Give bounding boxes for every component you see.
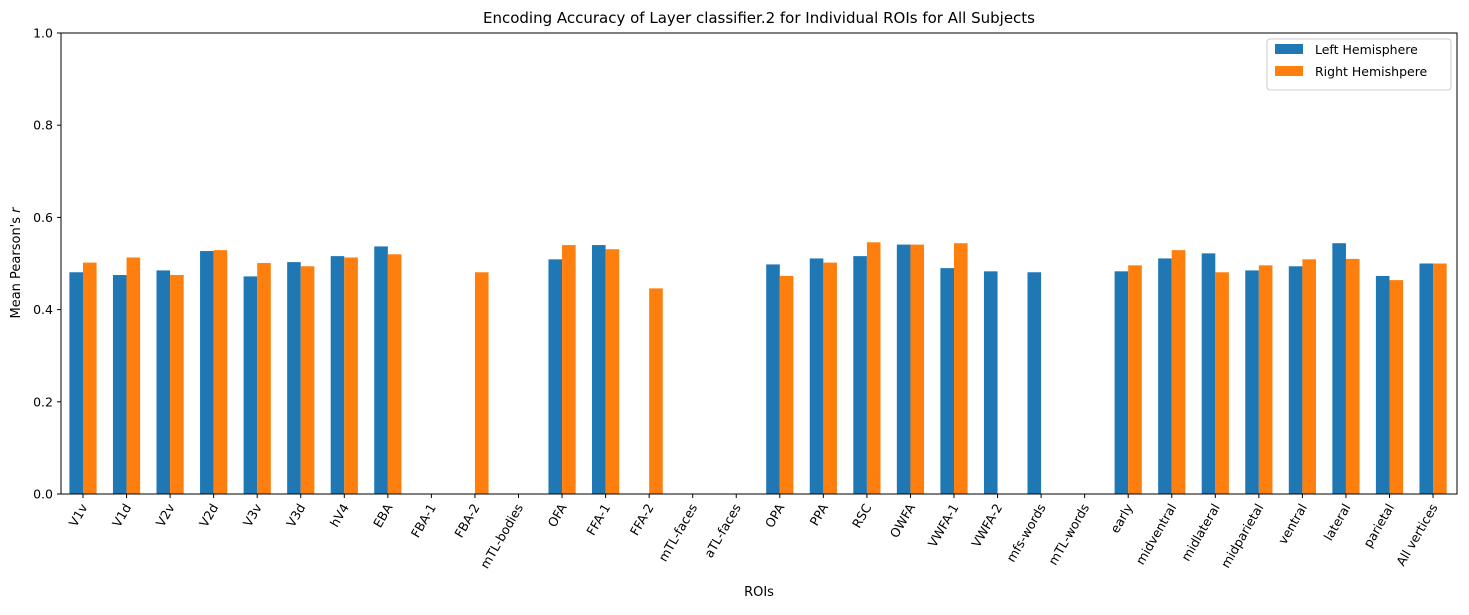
y-axis-label-var: r [9, 206, 24, 213]
bar-right-v2v [170, 275, 184, 494]
bar-left-hv4 [330, 256, 345, 494]
bar-right-midlateral [1215, 272, 1229, 494]
bar-right-midventral [1171, 250, 1186, 494]
bar-right-v2d [213, 250, 228, 494]
bar-left-v2v [156, 270, 171, 494]
bar-right-all-vertices [1433, 263, 1447, 494]
bar-right-v1d [126, 257, 141, 494]
y-tick-label: 0.0 [33, 487, 53, 502]
bar-left-mfs-words [1027, 272, 1042, 494]
bar-left-v2d [200, 251, 214, 494]
bar-left-v3d [287, 262, 301, 494]
x-axis-label: ROIs [744, 585, 774, 600]
bar-left-midparietal [1245, 270, 1259, 494]
bar-left-ppa [809, 258, 824, 494]
chart-title: Encoding Accuracy of Layer classifier.2 … [483, 9, 1035, 27]
y-axis: 0.0 0.2 0.4 0.6 0.8 1.0 [33, 26, 61, 502]
y-axis-label: Mean Pearson's r [9, 206, 24, 319]
bar-left-ffa-1 [592, 245, 606, 494]
bar-left-all-vertices [1419, 263, 1434, 494]
y-tick-label: 1.0 [33, 26, 53, 41]
y-axis-label-text: Mean Pearson's [9, 213, 24, 319]
bar-right-parietal [1389, 280, 1404, 494]
bar-right-eba [387, 254, 402, 494]
bar-right-v3d [300, 266, 315, 494]
bar-right-early [1128, 265, 1142, 494]
bars-group [69, 242, 1447, 494]
y-tick-label: 0.2 [33, 394, 53, 409]
bar-right-ventral [1302, 259, 1316, 494]
bar-right-opa [779, 275, 794, 494]
legend-label-left: Left Hemisphere [1315, 42, 1418, 57]
bar-left-rsc [853, 256, 867, 494]
legend-swatch-right [1275, 66, 1303, 76]
bar-left-lateral [1332, 243, 1346, 494]
y-tick-label: 0.6 [33, 210, 53, 225]
bar-right-ofa [562, 245, 576, 494]
bar-left-owfa [896, 244, 911, 494]
y-tick-label: 0.4 [33, 302, 53, 317]
legend-swatch-left [1275, 44, 1303, 54]
bar-left-vwfa-1 [940, 268, 954, 494]
y-tick-label: 0.8 [33, 118, 53, 133]
bar-left-v1d [112, 275, 127, 494]
bar-right-v3v [257, 263, 271, 494]
bar-left-v3v [243, 276, 258, 494]
bar-left-early [1114, 271, 1129, 494]
bar-left-v1v [69, 272, 83, 494]
legend-label-right: Right Hemishpere [1315, 64, 1428, 79]
bar-right-vwfa-1 [954, 243, 968, 494]
legend-box [1266, 38, 1452, 91]
bar-right-owfa [910, 244, 925, 494]
bar-right-lateral [1345, 258, 1360, 494]
bar-left-opa [766, 264, 780, 494]
bar-left-parietal [1375, 275, 1390, 494]
bar-right-ffa-2 [649, 288, 663, 494]
bar-right-rsc [866, 242, 881, 494]
bar-right-ppa [823, 262, 837, 494]
bar-right-hv4 [344, 257, 358, 494]
bar-left-vwfa-2 [983, 271, 998, 494]
bar-left-midlateral [1201, 253, 1216, 494]
bar-right-ffa-1 [605, 249, 620, 494]
plot-frame [60, 32, 1458, 495]
bar-left-eba [374, 246, 388, 494]
bar-left-ofa [548, 259, 563, 494]
legend: Left Hemisphere Right Hemishpere [1266, 38, 1452, 91]
bar-left-ventral [1288, 266, 1303, 494]
bar-right-v1v [83, 262, 97, 494]
bar-right-fba-2 [474, 272, 489, 494]
bar-right-midparietal [1258, 265, 1273, 494]
bar-left-midventral [1158, 258, 1172, 494]
